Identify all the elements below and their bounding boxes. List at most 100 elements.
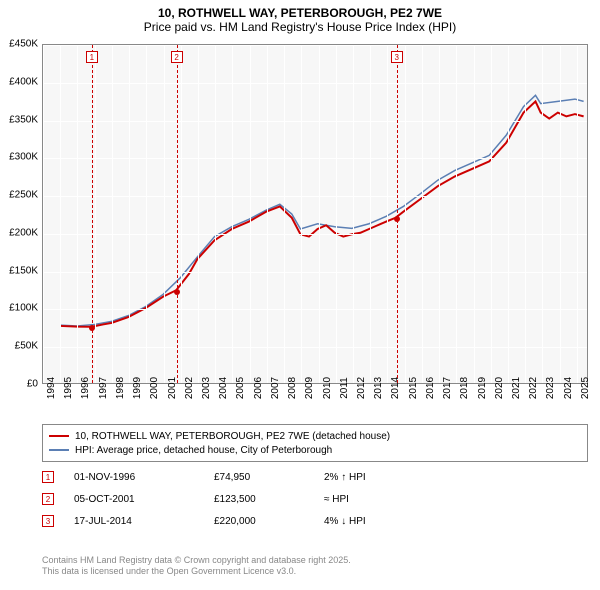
- gridline-v: [215, 45, 216, 383]
- gridline-h: [43, 234, 587, 235]
- xtick-label: 2016: [425, 377, 436, 399]
- sales-row-date: 05-OCT-2001: [74, 494, 214, 505]
- xtick-label: 2006: [253, 377, 264, 399]
- xtick-label: 2012: [356, 377, 367, 399]
- gridline-v: [474, 45, 475, 383]
- gridline-v: [319, 45, 320, 383]
- xtick-label: 2020: [494, 377, 505, 399]
- xtick-label: 1997: [98, 377, 109, 399]
- gridline-v: [43, 45, 44, 383]
- gridline-h: [43, 347, 587, 348]
- xtick-label: 1999: [132, 377, 143, 399]
- sale-dot: [174, 289, 180, 295]
- gridline-v: [60, 45, 61, 383]
- xtick-label: 2013: [373, 377, 384, 399]
- xtick-label: 1995: [63, 377, 74, 399]
- gridline-v: [542, 45, 543, 383]
- sale-dot: [394, 216, 400, 222]
- gridline-v: [525, 45, 526, 383]
- xtick-label: 2003: [201, 377, 212, 399]
- xtick-label: 2001: [167, 377, 178, 399]
- gridline-h: [43, 83, 587, 84]
- ytick-label: £250K: [0, 190, 38, 201]
- sales-row-price: £220,000: [214, 516, 324, 527]
- gridline-v: [336, 45, 337, 383]
- ytick-label: £0: [0, 379, 38, 390]
- sales-row-date: 17-JUL-2014: [74, 516, 214, 527]
- gridline-h: [43, 45, 587, 46]
- xtick-label: 2024: [563, 377, 574, 399]
- sale-marker-box: 1: [86, 51, 98, 63]
- gridline-v: [508, 45, 509, 383]
- series-line: [60, 101, 583, 326]
- chart-plot-area: 1 2 3: [42, 44, 588, 384]
- sales-row-hpi: 4% ↓ HPI: [324, 516, 434, 527]
- chart-lines: [43, 45, 587, 383]
- gridline-v: [439, 45, 440, 383]
- gridline-h: [43, 158, 587, 159]
- gridline-v: [560, 45, 561, 383]
- sales-row-hpi: 2% ↑ HPI: [324, 472, 434, 483]
- ytick-label: £50K: [0, 341, 38, 352]
- sales-row-date: 01-NOV-1996: [74, 472, 214, 483]
- gridline-v: [129, 45, 130, 383]
- gridline-v: [146, 45, 147, 383]
- xtick-label: 1994: [46, 377, 57, 399]
- legend: 10, ROTHWELL WAY, PETERBOROUGH, PE2 7WE …: [42, 424, 588, 462]
- legend-row: HPI: Average price, detached house, City…: [49, 443, 581, 457]
- gridline-v: [164, 45, 165, 383]
- gridline-h: [43, 196, 587, 197]
- chart-container: 10, ROTHWELL WAY, PETERBOROUGH, PE2 7WE …: [0, 0, 600, 590]
- ytick-label: £150K: [0, 265, 38, 276]
- title-main: 10, ROTHWELL WAY, PETERBOROUGH, PE2 7WE: [0, 6, 600, 20]
- gridline-v: [250, 45, 251, 383]
- gridline-v: [77, 45, 78, 383]
- ytick-label: £200K: [0, 227, 38, 238]
- gridline-v: [112, 45, 113, 383]
- sale-vline: [177, 45, 178, 383]
- xtick-label: 2009: [304, 377, 315, 399]
- gridline-v: [232, 45, 233, 383]
- gridline-v: [422, 45, 423, 383]
- sales-row: 205-OCT-2001£123,500≈ HPI: [42, 488, 434, 510]
- legend-label: 10, ROTHWELL WAY, PETERBOROUGH, PE2 7WE …: [75, 431, 390, 442]
- xtick-label: 2010: [322, 377, 333, 399]
- xtick-label: 2017: [442, 377, 453, 399]
- sale-marker-box: 2: [171, 51, 183, 63]
- gridline-v: [267, 45, 268, 383]
- sales-row: 101-NOV-1996£74,9502% ↑ HPI: [42, 466, 434, 488]
- gridline-v: [95, 45, 96, 383]
- gridline-h: [43, 309, 587, 310]
- gridline-v: [198, 45, 199, 383]
- xtick-label: 2000: [149, 377, 160, 399]
- legend-row: 10, ROTHWELL WAY, PETERBOROUGH, PE2 7WE …: [49, 429, 581, 443]
- xtick-label: 2015: [408, 377, 419, 399]
- gridline-h: [43, 121, 587, 122]
- sales-row-price: £123,500: [214, 494, 324, 505]
- sales-row-marker: 1: [42, 471, 54, 483]
- gridline-v: [284, 45, 285, 383]
- footer-line-2: This data is licensed under the Open Gov…: [42, 566, 351, 578]
- xtick-label: 2019: [477, 377, 488, 399]
- series-line: [60, 95, 583, 326]
- legend-swatch: [49, 435, 69, 437]
- xtick-label: 2004: [218, 377, 229, 399]
- xtick-label: 2002: [184, 377, 195, 399]
- gridline-v: [577, 45, 578, 383]
- sale-marker-box: 3: [391, 51, 403, 63]
- xtick-label: 2025: [580, 377, 591, 399]
- gridline-v: [181, 45, 182, 383]
- sale-vline: [397, 45, 398, 383]
- footer-line-1: Contains HM Land Registry data © Crown c…: [42, 555, 351, 567]
- xtick-label: 2022: [528, 377, 539, 399]
- xtick-label: 2008: [287, 377, 298, 399]
- xtick-label: 2011: [339, 377, 350, 399]
- xtick-label: 2007: [270, 377, 281, 399]
- xtick-label: 2018: [459, 377, 470, 399]
- xtick-label: 1998: [115, 377, 126, 399]
- xtick-label: 2023: [545, 377, 556, 399]
- legend-label: HPI: Average price, detached house, City…: [75, 445, 332, 456]
- xtick-label: 1996: [80, 377, 91, 399]
- gridline-v: [491, 45, 492, 383]
- ytick-label: £350K: [0, 114, 38, 125]
